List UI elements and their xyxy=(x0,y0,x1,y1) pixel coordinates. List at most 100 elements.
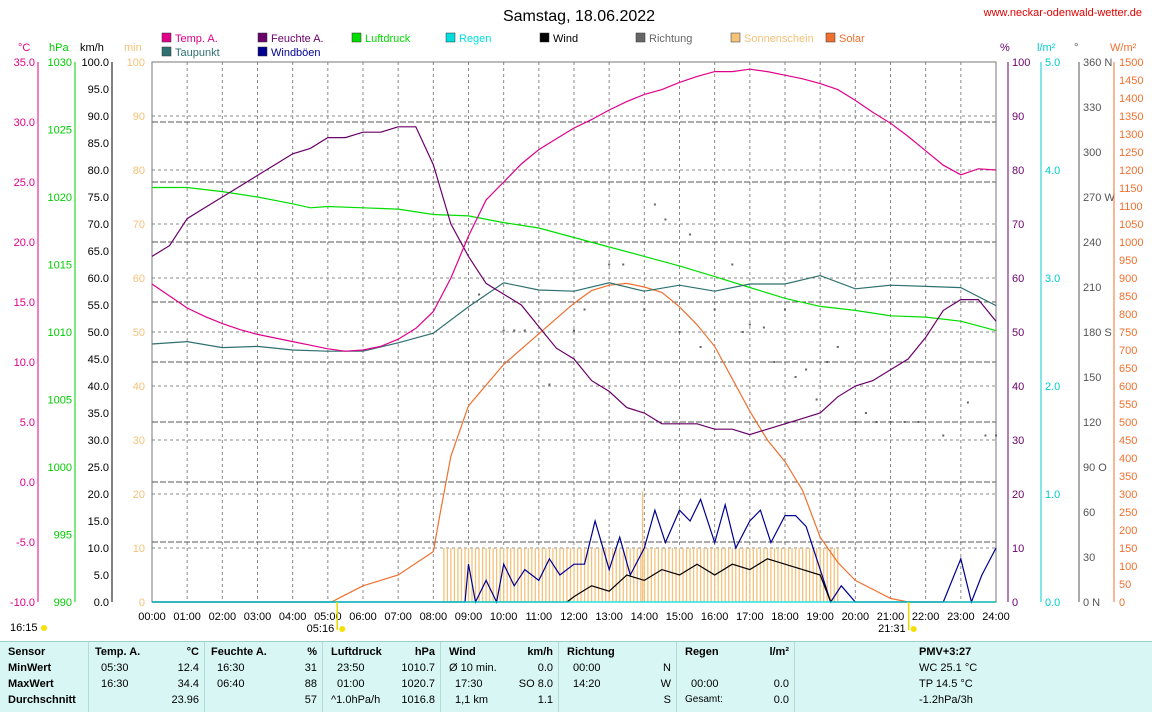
direction-tick-label: 360 N xyxy=(1083,57,1112,69)
rain-tick-label: 3.0 xyxy=(1045,273,1060,285)
direction-3: S xyxy=(663,694,671,706)
direction-point xyxy=(942,434,945,437)
direction-point xyxy=(984,434,987,437)
legend-swatch xyxy=(351,32,362,43)
direction-tick-label: 240 xyxy=(1083,237,1101,249)
legend-label: Luftdruck xyxy=(365,33,411,45)
solar-tick-label: 1000 xyxy=(1119,237,1143,249)
rain-tick-label: 5.0 xyxy=(1045,57,1060,69)
solar-tick-label: 1200 xyxy=(1119,165,1143,177)
max-time: 06:40 xyxy=(217,678,245,690)
legend-swatch xyxy=(825,32,836,43)
pressure-tick-label: 1015 xyxy=(48,260,72,272)
sun-unit: min xyxy=(124,42,142,54)
legend-swatch xyxy=(257,32,268,43)
direction-tick-label: 270 W xyxy=(1083,192,1115,204)
sun-tick-label: 80 xyxy=(133,165,145,177)
temp-tick-label: 5.0 xyxy=(20,417,35,429)
x-tick-label: 21:00 xyxy=(877,611,905,623)
direction-tick-label: 30 xyxy=(1083,552,1095,564)
wind-tick-label: 30.0 xyxy=(88,435,109,447)
row-labels: Sensor MinWert MaxWert Durchschnitt xyxy=(0,642,88,712)
temp-tick-label: 10.0 xyxy=(14,357,35,369)
direction-point xyxy=(548,383,551,386)
sunrise-icon xyxy=(339,626,346,632)
pressure-unit: hPa xyxy=(49,42,69,54)
trend-value: ^1.0hPa/h xyxy=(331,694,381,706)
solar-tick-label: 950 xyxy=(1119,255,1137,267)
solar-tick-label: 650 xyxy=(1119,363,1137,375)
humidity-tick-label: 20 xyxy=(1012,489,1024,501)
direction-point xyxy=(826,361,829,363)
wc-value: WC 25.1 °C xyxy=(919,662,978,674)
total-label: Gesamt: xyxy=(685,694,723,705)
legend-label: Taupunkt xyxy=(175,47,220,59)
max-value: 34.4 xyxy=(177,678,199,690)
wind-line xyxy=(152,558,996,603)
sun-tick-label: 50 xyxy=(133,327,145,339)
pressure-tick-label: 990 xyxy=(54,597,72,609)
temp-tick-label: -10.0 xyxy=(10,597,35,609)
max-time: 00:00 xyxy=(691,678,719,690)
solar-tick-label: 850 xyxy=(1119,291,1137,303)
humidity-tick-label: 70 xyxy=(1012,219,1024,231)
solar-tick-label: 550 xyxy=(1119,399,1137,411)
pressure-tick-label: 1005 xyxy=(48,395,72,407)
humidity-tick-label: 60 xyxy=(1012,273,1024,285)
solar-unit: W/m² xyxy=(1110,42,1137,54)
solar-tick-label: 350 xyxy=(1119,471,1137,483)
row-label: MinWert xyxy=(8,662,52,674)
legend-swatch xyxy=(635,32,646,43)
direction-point xyxy=(966,401,969,404)
direction-point xyxy=(917,421,920,423)
direction-point xyxy=(583,308,586,311)
pressure-tick-label: 1020 xyxy=(48,192,72,204)
wind-tick-label: 45.0 xyxy=(88,354,109,366)
current-time-label: 16:15 xyxy=(10,622,38,634)
sun-tick-label: 30 xyxy=(133,435,145,447)
wind-tick-label: 75.0 xyxy=(88,192,109,204)
wind-tick-label: 35.0 xyxy=(88,408,109,420)
direction-point xyxy=(854,421,857,423)
avg-value: 57 xyxy=(304,694,317,706)
wind-tick-label: 50.0 xyxy=(88,327,109,339)
min-value: 12.4 xyxy=(177,662,199,674)
direction-point xyxy=(699,346,702,348)
site-link[interactable]: www.neckar-odenwald-wetter.de xyxy=(983,7,1142,19)
pmv-column: PMV+3:27 WC 25.1 °C TP 14.5 °C -1.2hPa/3… xyxy=(794,642,1152,712)
wind-tick-label: 90.0 xyxy=(88,111,109,123)
x-tick-label: 08:00 xyxy=(420,611,448,623)
direction-point xyxy=(573,329,575,332)
legend-label: Temp. A. xyxy=(175,33,218,45)
direction-point xyxy=(836,346,839,348)
temp-tick-label: 15.0 xyxy=(14,297,35,309)
max-time: 01:00 xyxy=(337,678,365,690)
legend-label: Wind xyxy=(553,33,578,45)
sun-tick-label: 10 xyxy=(133,543,145,555)
temp-column: Temp. A. °C 05:30 12.4 16:30 34.4 23.96 xyxy=(88,642,205,712)
x-tick-label: 05:00 xyxy=(314,611,342,623)
sunset-icon xyxy=(910,626,917,632)
direction-point xyxy=(741,331,744,333)
x-tick-label: 22:00 xyxy=(912,611,940,623)
wind-tick-label: 60.0 xyxy=(88,273,109,285)
solar-tick-label: 100 xyxy=(1119,561,1137,573)
solar-tick-label: 1050 xyxy=(1119,219,1143,231)
sun-tick-label: 90 xyxy=(133,111,145,123)
rain-tick-label: 0.0 xyxy=(1045,597,1060,609)
solar-tick-label: 1250 xyxy=(1119,147,1143,159)
direction-tick-label: 210 xyxy=(1083,282,1101,294)
direction-point xyxy=(643,308,646,311)
direction-point xyxy=(622,263,625,266)
solar-tick-label: 800 xyxy=(1119,309,1137,321)
chart-legend: Temp. A. Taupunkt Feuchte A. Windböen Luftdr… xyxy=(161,32,865,59)
solar-tick-label: 1500 xyxy=(1119,57,1143,69)
direction-point xyxy=(478,293,481,296)
direction-point xyxy=(523,329,526,332)
column-unit: l/m² xyxy=(769,646,789,658)
min-value: 1010.7 xyxy=(401,662,435,674)
column-header: Regen xyxy=(685,646,719,658)
solar-tick-label: 150 xyxy=(1119,543,1137,555)
wind-tick-label: 70.0 xyxy=(88,219,109,231)
solar-tick-label: 50 xyxy=(1119,579,1131,591)
